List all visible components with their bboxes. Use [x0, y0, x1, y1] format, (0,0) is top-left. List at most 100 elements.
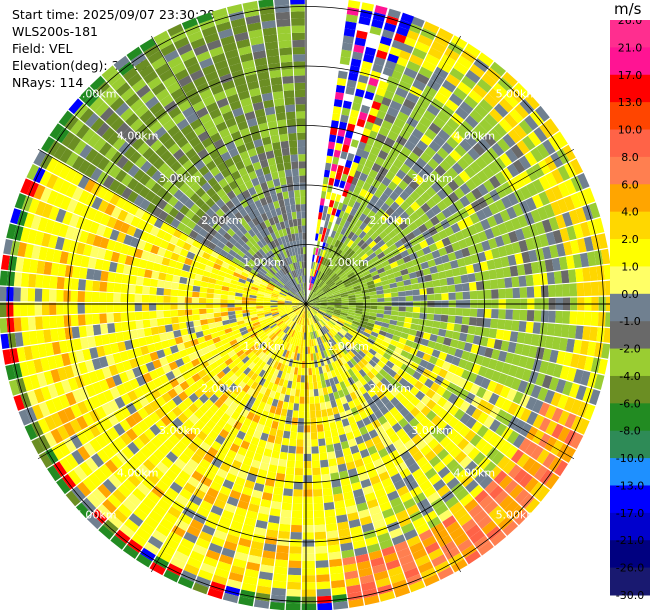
- range-gate: [188, 245, 198, 254]
- range-gate: [519, 473, 533, 488]
- range-gate: [430, 522, 445, 535]
- range-gate: [283, 488, 293, 497]
- range-gate: [427, 340, 437, 349]
- range-gate: [312, 247, 317, 255]
- range-gate: [150, 326, 159, 336]
- range-gate: [295, 293, 301, 300]
- range-gate: [412, 371, 422, 381]
- range-gate: [120, 293, 128, 303]
- range-gate: [456, 257, 466, 268]
- range-gate: [385, 332, 394, 340]
- range-gate: [211, 457, 223, 469]
- range-gate: [352, 539, 366, 550]
- range-gate: [441, 424, 453, 436]
- range-gate: [411, 433, 423, 445]
- range-gate: [549, 244, 559, 259]
- range-gate: [237, 120, 249, 131]
- range-gate: [115, 169, 128, 183]
- range-gate: [460, 474, 474, 488]
- range-gate: [258, 248, 266, 257]
- range-gate: [255, 383, 263, 393]
- range-gate: [214, 172, 225, 183]
- range-gate: [224, 157, 235, 168]
- range-gate: [303, 311, 306, 319]
- range-gate: [170, 218, 181, 229]
- range-gate: [93, 468, 108, 483]
- range-gate: [242, 268, 251, 275]
- range-gate: [216, 21, 232, 33]
- range-gate: [177, 412, 189, 424]
- range-gate: [162, 364, 172, 374]
- range-gate: [318, 293, 326, 298]
- range-gate: [113, 303, 121, 313]
- range-gate: [316, 312, 323, 318]
- range-gate: [228, 147, 239, 158]
- range-gate: [342, 447, 352, 457]
- range-gate: [340, 440, 350, 450]
- range-gate: [280, 140, 289, 149]
- range-gate: [419, 416, 431, 428]
- range-gate: [300, 310, 304, 318]
- range-gate: [337, 366, 344, 375]
- range-gate: [244, 180, 254, 190]
- range-gate: [441, 490, 455, 503]
- field-name: Field: VEL: [12, 41, 73, 56]
- range-gate: [258, 377, 266, 386]
- range-gate: [477, 183, 489, 196]
- range-gate: [348, 598, 364, 608]
- range-gate: [394, 540, 409, 553]
- range-gate: [263, 307, 271, 311]
- range-gate: [454, 144, 467, 157]
- range-gate: [269, 508, 281, 517]
- range-gate: [269, 323, 277, 329]
- range-gate: [280, 277, 287, 284]
- range-gate: [265, 478, 275, 487]
- range-gate: [347, 314, 355, 318]
- range-gate: [184, 187, 195, 199]
- range-gate: [273, 391, 281, 401]
- range-gate: [184, 297, 192, 303]
- range-gate: [441, 293, 449, 301]
- range-gate: [347, 468, 358, 478]
- range-gate: [330, 369, 337, 378]
- range-gate: [203, 452, 215, 464]
- range-gate: [229, 100, 242, 111]
- range-gate: [454, 315, 463, 324]
- range-gate: [524, 441, 538, 457]
- range-gate: [537, 206, 549, 221]
- range-gate: [590, 311, 599, 327]
- range-gate: [228, 249, 237, 257]
- range-gate: [170, 303, 178, 310]
- range-gate: [272, 312, 280, 317]
- range-gate: [497, 350, 508, 362]
- range-gate: [284, 235, 290, 243]
- range-gate: [286, 118, 296, 127]
- range-gate: [167, 196, 179, 207]
- range-gate: [10, 208, 22, 225]
- range-gate: [191, 470, 204, 482]
- range-gate: [325, 311, 333, 315]
- range-gate: [153, 449, 166, 462]
- range-gate: [351, 532, 365, 543]
- range-gate: [283, 83, 294, 91]
- range-gate: [498, 309, 506, 320]
- range-gate: [355, 293, 363, 298]
- range-gate: [497, 455, 511, 470]
- range-gate: [271, 398, 279, 407]
- range-gate: [210, 132, 222, 143]
- range-gate: [463, 95, 479, 109]
- range-gate: [300, 317, 303, 325]
- range-gate: [548, 456, 562, 473]
- range-gate: [193, 398, 204, 409]
- range-gate: [317, 359, 322, 368]
- range-gate: [459, 183, 471, 195]
- range-gate: [464, 134, 478, 147]
- range-gate: [236, 285, 244, 291]
- range-gate: [518, 155, 532, 170]
- range-gate: [476, 170, 489, 183]
- range-gate: [248, 211, 256, 220]
- range-gate: [514, 228, 525, 241]
- range-gate: [199, 286, 208, 293]
- range-gate: [203, 365, 213, 375]
- range-gate: [331, 479, 341, 488]
